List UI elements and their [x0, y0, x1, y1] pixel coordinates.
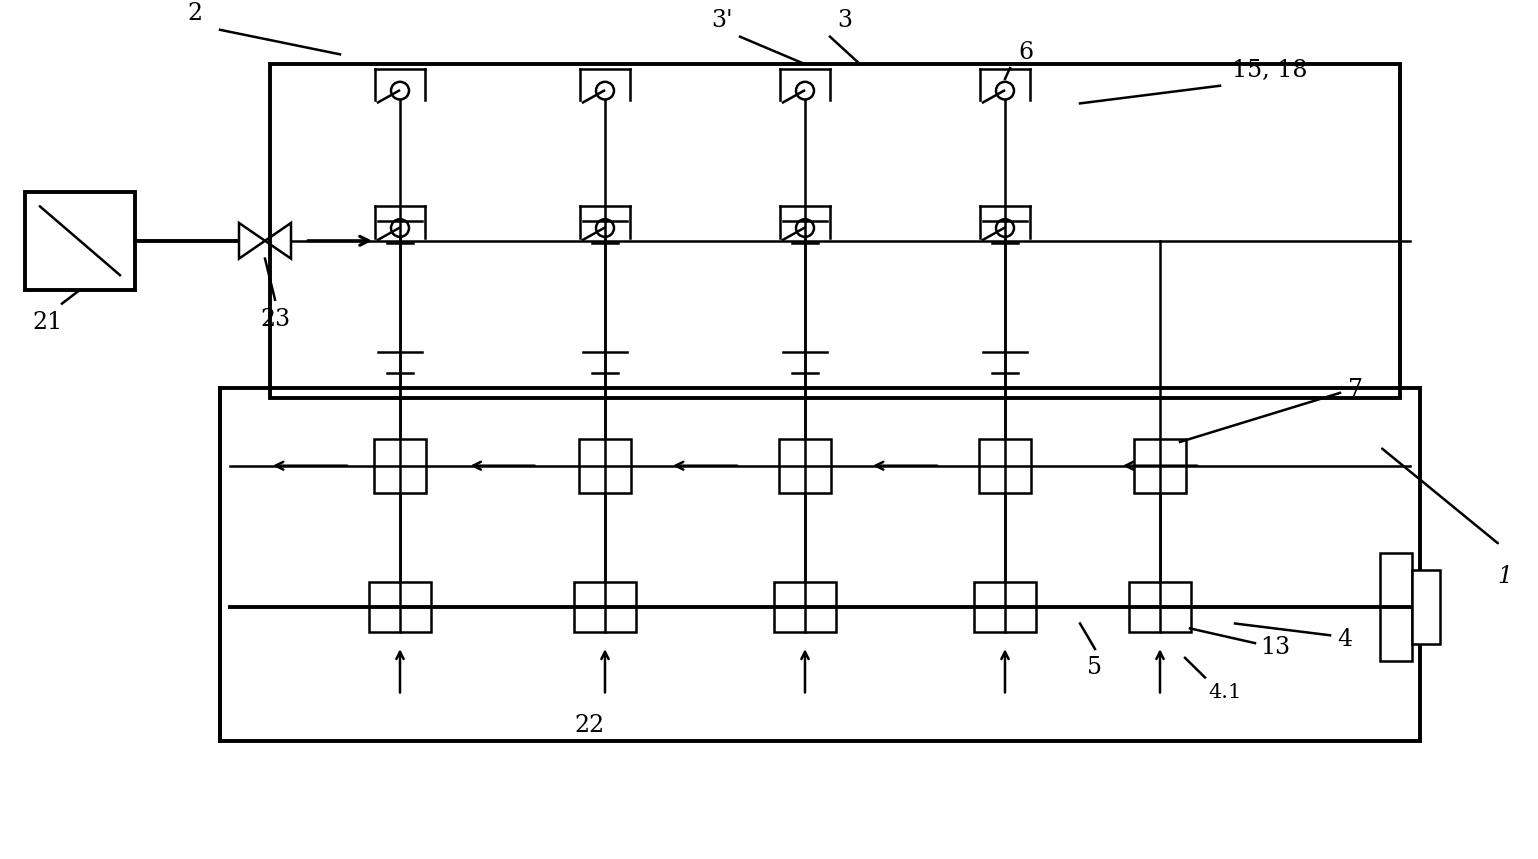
Bar — [780, 439, 831, 493]
Bar — [1134, 439, 1186, 493]
Text: 3': 3' — [711, 9, 732, 32]
Text: 4.1: 4.1 — [1207, 684, 1241, 703]
Bar — [974, 582, 1037, 631]
Bar — [369, 582, 431, 631]
Text: 15, 18: 15, 18 — [1232, 58, 1307, 82]
Text: 21: 21 — [32, 312, 63, 334]
Bar — [1412, 570, 1440, 644]
Text: 4: 4 — [1337, 628, 1352, 650]
Bar — [374, 439, 426, 493]
Text: 7: 7 — [1347, 379, 1363, 401]
Text: 13: 13 — [1260, 636, 1290, 659]
Text: 3: 3 — [838, 9, 852, 32]
Bar — [774, 582, 837, 631]
Bar — [574, 582, 637, 631]
Text: 1: 1 — [1498, 564, 1512, 588]
Bar — [1129, 582, 1190, 631]
Bar — [578, 439, 631, 493]
Bar — [271, 64, 1400, 398]
Text: 5: 5 — [1087, 656, 1103, 679]
Text: 23: 23 — [260, 308, 291, 331]
Bar — [1380, 553, 1412, 661]
Text: 22: 22 — [575, 714, 604, 737]
Bar — [980, 439, 1030, 493]
Text: 2: 2 — [188, 2, 203, 25]
Bar — [25, 192, 135, 289]
Bar — [220, 388, 1420, 741]
Text: 6: 6 — [1018, 41, 1034, 64]
